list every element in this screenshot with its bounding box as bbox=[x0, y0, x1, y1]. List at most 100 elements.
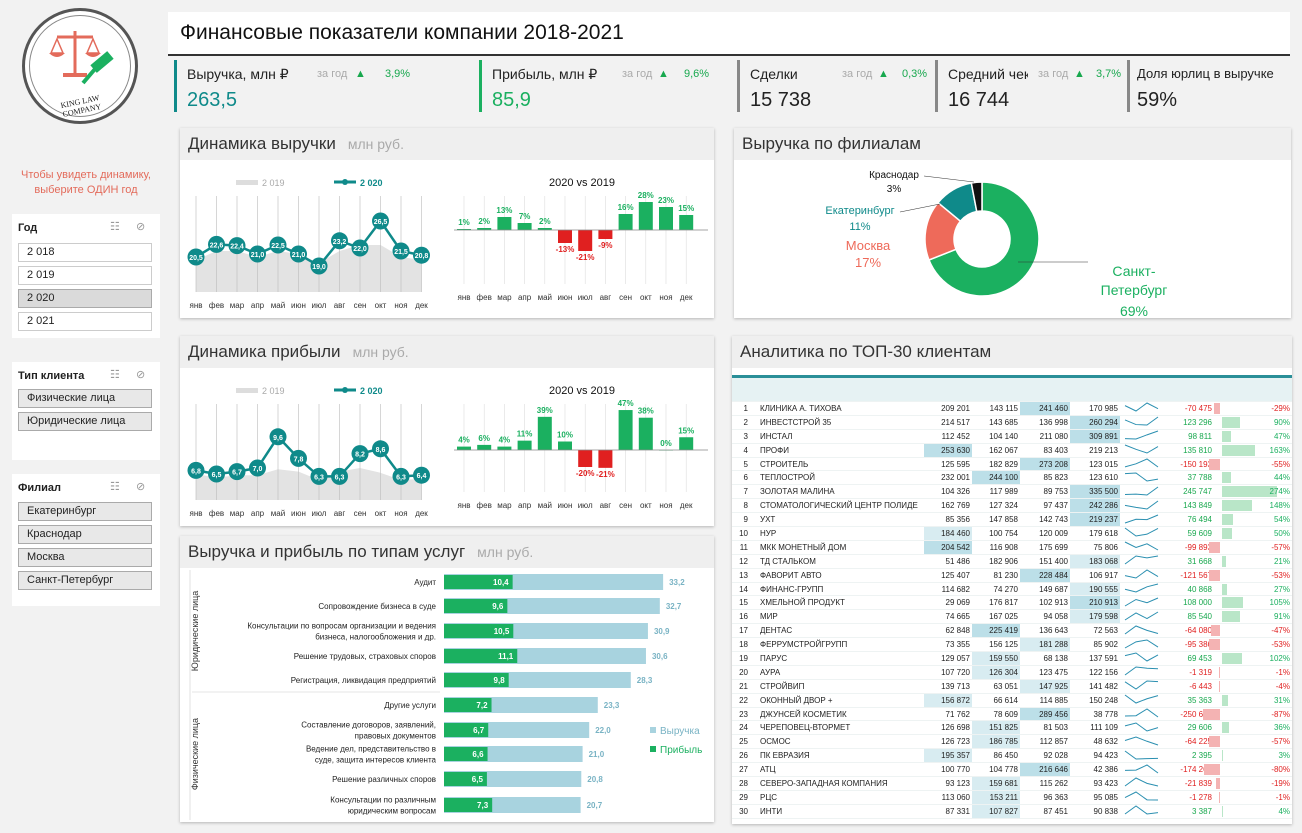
client-name: ДЕНТАС bbox=[754, 623, 924, 639]
client-name: ИНСТАЛ bbox=[754, 429, 924, 444]
slicer-year-item[interactable]: 2 019 bbox=[18, 266, 152, 285]
data-label: 6,8 bbox=[191, 468, 201, 475]
table-header bbox=[1214, 375, 1292, 402]
data-label: 20,8 bbox=[415, 253, 429, 260]
cell-value: 51 486 bbox=[924, 554, 972, 569]
slicer-branch-item[interactable]: Москва bbox=[18, 548, 152, 567]
clear-filter-icon[interactable]: ⊘ bbox=[136, 221, 146, 233]
cell-value: 89 753 bbox=[1020, 484, 1070, 500]
table-row[interactable]: 25 ОСМОС 126 723 186 785 112 857 48 632 -64 22… bbox=[732, 734, 1292, 750]
table-row[interactable]: 24 ЧЕРЕПОВЕЦ-ВТОРМЕТ 126 698 151 825 81 503 1… bbox=[732, 720, 1292, 736]
table-row[interactable]: 3 ИНСТАЛ 112 452 104 140 211 080 309 891 98 81… bbox=[732, 429, 1292, 444]
table-row[interactable]: 30 ИНТИ 87 331 107 827 87 451 90 838 3 387 4% bbox=[732, 804, 1292, 819]
sparkline-path bbox=[1124, 514, 1159, 524]
table-row[interactable]: 8 СТОМАТОЛОГИЧЕСКИЙ ЦЕНТР ПОЛИДЕ 162 769 12… bbox=[732, 498, 1292, 514]
table-row[interactable]: 14 ФИНАНС-ГРУПП 114 682 74 270 149 687 190 55… bbox=[732, 582, 1292, 597]
cell-value: 139 713 bbox=[924, 679, 972, 694]
table-row[interactable]: 20 АУРА 107 720 126 304 123 475 122 156 -1 319… bbox=[732, 665, 1292, 680]
sparkline-path bbox=[1124, 680, 1159, 690]
table-row[interactable]: 13 ФАВОРИТ АВТО 125 407 81 230 228 484 106 91… bbox=[732, 568, 1292, 583]
table-row[interactable]: 19 ПАРУС 129 057 159 550 68 138 137 591 69 453… bbox=[732, 651, 1292, 666]
slice-label: Екатеринбург bbox=[825, 205, 894, 217]
triangle-up-icon: ▲ bbox=[878, 68, 889, 80]
slicer-client-type-item[interactable]: Физические лица bbox=[18, 389, 152, 408]
table-row[interactable]: 17 ДЕНТАС 62 848 225 419 136 643 72 563 -64 08… bbox=[732, 623, 1292, 639]
change-pct: -55% bbox=[1209, 457, 1292, 472]
row-rank: 1 bbox=[732, 401, 754, 416]
donut-slice bbox=[970, 181, 983, 213]
table-row[interactable]: 2 ИНВЕСТСТРОЙ 35 214 517 143 685 136 998 260 … bbox=[732, 415, 1292, 430]
multiselect-icon[interactable]: ☷ bbox=[110, 481, 120, 493]
cell-value: 87 331 bbox=[924, 804, 972, 819]
change-bar bbox=[1222, 653, 1243, 665]
multiselect-icon[interactable]: ☷ bbox=[110, 369, 120, 381]
data-label: 16% bbox=[618, 203, 634, 212]
clear-filter-icon[interactable]: ⊘ bbox=[136, 369, 146, 381]
bar bbox=[598, 450, 613, 468]
table-row[interactable]: 7 ЗОЛОТАЯ МАЛИНА 104 326 117 989 89 753 335 5… bbox=[732, 484, 1292, 500]
client-name: ОСМОС bbox=[754, 734, 924, 750]
sparkline bbox=[1124, 430, 1159, 440]
data-label: 28% bbox=[638, 191, 654, 200]
row-rank: 25 bbox=[732, 734, 754, 750]
slicer-branch-item[interactable]: Екатеринбург bbox=[18, 502, 152, 521]
data-point bbox=[249, 459, 266, 477]
table-row[interactable]: 6 ТЕПЛОСТРОЙ 232 001 244 100 85 823 123 610 37… bbox=[732, 470, 1292, 486]
table-row[interactable]: 10 НУР 184 460 100 754 120 009 179 618 59 609 5… bbox=[732, 526, 1292, 541]
bar bbox=[638, 202, 653, 230]
row-rank: 17 bbox=[732, 623, 754, 639]
data-label-revenue: 20,8 bbox=[587, 775, 603, 784]
x-tick-label: апр bbox=[251, 301, 265, 310]
data-label: 6,3 bbox=[314, 474, 324, 481]
slicer-client-type-item[interactable]: Юридические лица bbox=[18, 412, 152, 431]
table-row[interactable]: 4 ПРОФИ 253 630 162 067 83 403 219 213 135 810… bbox=[732, 443, 1292, 458]
slicer-year-item[interactable]: 2 018 bbox=[18, 243, 152, 262]
cell-value: 83 403 bbox=[1020, 443, 1070, 458]
x-tick-label: дек bbox=[680, 293, 693, 302]
row-rank: 20 bbox=[732, 665, 754, 680]
table-row[interactable]: 1 КЛИНИКА А. ТИХОВА 209 201 143 115 241 460 1… bbox=[732, 401, 1292, 416]
table-row[interactable]: 27 АТЦ 100 770 104 778 216 646 42 386 -174 260… bbox=[732, 762, 1292, 778]
change-bar bbox=[1222, 472, 1231, 484]
row-rank: 7 bbox=[732, 484, 754, 500]
sparkline-cell bbox=[1120, 734, 1164, 750]
table-row[interactable]: 15 ХМЕЛЬНОЙ ПРОДУКТ 29 069 176 817 102 913 21… bbox=[732, 595, 1292, 611]
bar-profit bbox=[444, 624, 514, 638]
table-row[interactable]: 12 ТД СТАЛЬКОМ 51 486 182 906 151 400 183 068… bbox=[732, 554, 1292, 569]
slicer-branch-item[interactable]: Санкт-Петербург bbox=[18, 571, 152, 590]
slicer-year-item[interactable]: 2 021 bbox=[18, 312, 152, 331]
kpi-sub: за год bbox=[622, 68, 653, 80]
table-row[interactable]: 29 РЦС 113 060 153 211 96 363 95 085 -1 278 -1% bbox=[732, 790, 1292, 805]
table-row[interactable]: 18 ФЕРРУМСТРОЙГРУПП 73 355 156 125 181 288 85… bbox=[732, 637, 1292, 653]
row-rank: 4 bbox=[732, 443, 754, 458]
slicer-branch-item[interactable]: Краснодар bbox=[18, 525, 152, 544]
table-row[interactable]: 9 УХТ 85 356 147 858 142 743 219 237 76 494 54% bbox=[732, 512, 1292, 528]
table-row[interactable]: 28 СЕВЕРО-ЗАПАДНАЯ КОМПАНИЯ 93 123 159 681 1… bbox=[732, 776, 1292, 791]
multiselect-icon[interactable]: ☷ bbox=[110, 221, 120, 233]
table-row[interactable]: 23 ДЖУНСЕЙ КОСМЕТИК 71 762 78 609 289 456 38 … bbox=[732, 707, 1292, 722]
panel-title: Динамика выручки млн руб. bbox=[180, 128, 714, 160]
bar-profit bbox=[444, 649, 518, 663]
data-point bbox=[269, 236, 287, 254]
change-pct: -1% bbox=[1214, 665, 1292, 680]
x-tick-label: май bbox=[271, 509, 285, 518]
data-label-profit: 7,3 bbox=[477, 801, 489, 810]
cell-value: 123 475 bbox=[1020, 665, 1070, 680]
slicer-year-item-selected[interactable]: 2 020 bbox=[18, 289, 152, 308]
table-row[interactable]: 21 СТРОЙВИП 139 713 63 051 147 925 141 482 -6 … bbox=[732, 679, 1292, 694]
bar bbox=[558, 441, 572, 450]
triangle-up-icon: ▲ bbox=[355, 68, 366, 80]
table-row[interactable]: 26 ПК ЕВРАЗИЯ 195 357 86 450 92 028 94 423 2 3… bbox=[732, 748, 1292, 764]
clear-filter-icon[interactable]: ⊘ bbox=[136, 481, 146, 493]
change-pct-label: -4% bbox=[1275, 681, 1290, 691]
table-row[interactable]: 5 СТРОИТЕЛЬ 125 595 182 829 273 208 123 015 -1… bbox=[732, 457, 1292, 472]
cell-value: 115 262 bbox=[1020, 776, 1070, 791]
x-tick-label: июн bbox=[291, 509, 306, 518]
x-tick-label: авг bbox=[600, 293, 612, 302]
table-row[interactable]: 11 МКК МОНЕТНЫЙ ДОМ 204 542 116 908 175 699 7… bbox=[732, 540, 1292, 555]
table-row[interactable]: 22 ОКОННЫЙ ДВОР +156 872 66 614 114 885 150 … bbox=[732, 693, 1292, 708]
table-row[interactable]: 16 МИР 74 665 167 025 94 058 179 598 85 540 91% bbox=[732, 609, 1292, 625]
sparkline-cell bbox=[1120, 693, 1164, 708]
change-pct: -53% bbox=[1209, 568, 1292, 583]
services-panel: Выручка и прибыль по типам услуг млн руб.… bbox=[180, 536, 714, 822]
